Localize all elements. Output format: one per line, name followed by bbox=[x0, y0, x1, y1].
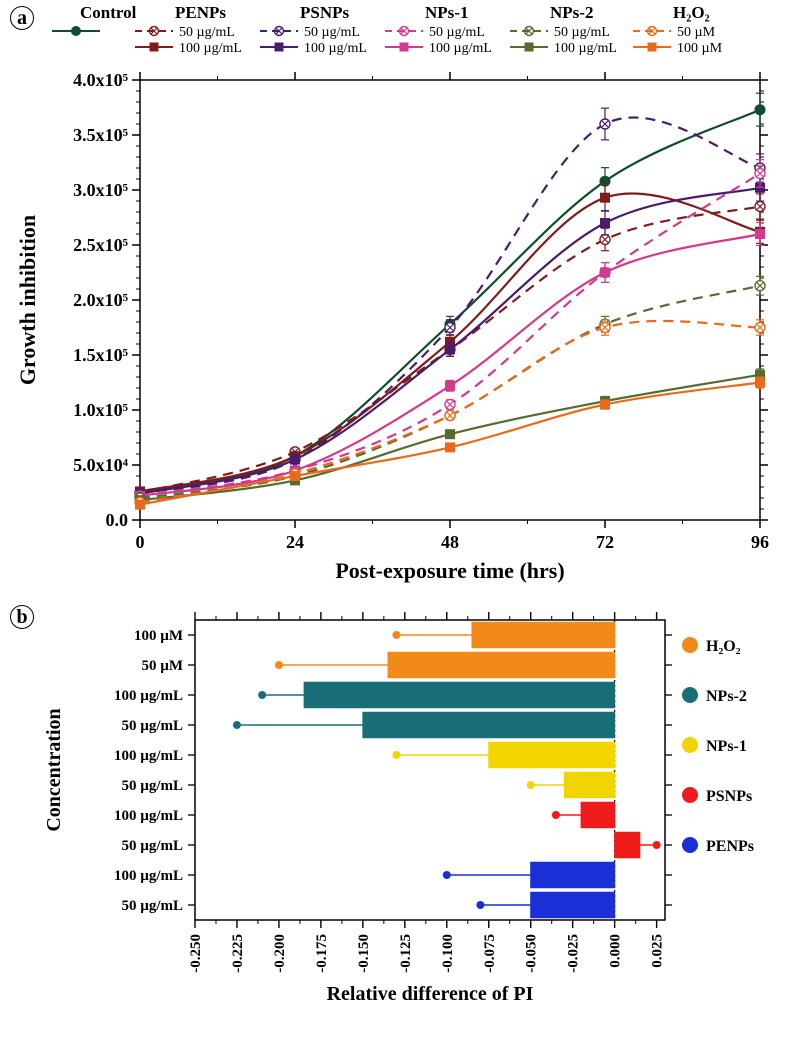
svg-text:-0.125: -0.125 bbox=[398, 934, 414, 973]
svg-text:100 µg/mL: 100 µg/mL bbox=[429, 41, 492, 56]
svg-text:4.0x10⁵: 4.0x10⁵ bbox=[73, 70, 129, 90]
svg-text:-0.100: -0.100 bbox=[440, 934, 456, 973]
svg-text:100 µM: 100 µM bbox=[134, 628, 183, 644]
svg-text:100 µg/mL: 100 µg/mL bbox=[114, 748, 183, 764]
svg-text:-0.225: -0.225 bbox=[230, 934, 246, 973]
svg-text:50 µg/mL: 50 µg/mL bbox=[121, 718, 183, 734]
svg-text:-0.075: -0.075 bbox=[482, 934, 498, 973]
panel-a-letter: a bbox=[17, 7, 27, 30]
svg-text:48: 48 bbox=[441, 532, 459, 552]
svg-text:100 µg/mL: 100 µg/mL bbox=[114, 808, 183, 824]
svg-text:0.0: 0.0 bbox=[106, 510, 129, 530]
svg-text:-0.025: -0.025 bbox=[566, 934, 582, 973]
svg-text:50 µg/mL: 50 µg/mL bbox=[554, 25, 610, 40]
panel-b-label: b bbox=[10, 605, 34, 629]
svg-text:72: 72 bbox=[596, 532, 614, 552]
svg-text:100 µg/mL: 100 µg/mL bbox=[179, 41, 242, 56]
svg-text:50 µM: 50 µM bbox=[677, 25, 716, 40]
svg-text:PSNPs: PSNPs bbox=[300, 3, 350, 22]
svg-text:5.0x10⁴: 5.0x10⁴ bbox=[73, 455, 129, 475]
svg-text:-0.200: -0.200 bbox=[272, 934, 288, 973]
svg-text:100 µg/mL: 100 µg/mL bbox=[304, 41, 367, 56]
svg-text:Growth inhibition: Growth inhibition bbox=[15, 215, 40, 385]
svg-text:100 µg/mL: 100 µg/mL bbox=[114, 868, 183, 884]
svg-text:96: 96 bbox=[751, 532, 769, 552]
svg-text:50 µg/mL: 50 µg/mL bbox=[429, 25, 485, 40]
svg-text:0.000: 0.000 bbox=[608, 934, 624, 968]
svg-text:100 µg/mL: 100 µg/mL bbox=[554, 41, 617, 56]
svg-text:3.5x10⁵: 3.5x10⁵ bbox=[73, 125, 129, 145]
svg-text:2.0x10⁵: 2.0x10⁵ bbox=[73, 290, 129, 310]
svg-text:NPs-2: NPs-2 bbox=[706, 688, 747, 705]
svg-text:-0.175: -0.175 bbox=[314, 934, 330, 973]
svg-text:0.025: 0.025 bbox=[650, 934, 666, 968]
svg-text:NPs-1: NPs-1 bbox=[425, 3, 468, 22]
svg-text:PENPs: PENPs bbox=[706, 838, 754, 855]
figure-svg: ControlPENPs50 µg/mL100 µg/mLPSNPs50 µg/… bbox=[0, 0, 797, 1040]
chart-b: -0.250 -0.225 -0.200 -0.175 -0.150 -0.125 -0.1… bbox=[43, 612, 754, 1005]
svg-text:50 µM: 50 µM bbox=[141, 658, 183, 674]
svg-text:NPs-2: NPs-2 bbox=[550, 3, 593, 22]
svg-text:H₂O₂: H₂O₂ bbox=[673, 3, 710, 22]
svg-text:PSNPs: PSNPs bbox=[706, 788, 752, 805]
svg-text:Control: Control bbox=[80, 3, 137, 22]
chart-a: 0.0 5.0x10⁴ 1.0x10⁵ 1.5x10⁵ 2.0x10⁵ 2.5x10⁵ 3.… bbox=[15, 70, 769, 583]
svg-text:Post-exposure time (hrs): Post-exposure time (hrs) bbox=[335, 558, 564, 583]
svg-text:24: 24 bbox=[286, 532, 304, 552]
svg-text:Concentration: Concentration bbox=[43, 708, 65, 831]
svg-text:3.0x10⁵: 3.0x10⁵ bbox=[73, 180, 129, 200]
svg-text:1.5x10⁵: 1.5x10⁵ bbox=[73, 345, 129, 365]
svg-text:100 µg/mL: 100 µg/mL bbox=[114, 688, 183, 704]
svg-text:50 µg/mL: 50 µg/mL bbox=[121, 838, 183, 854]
panel-b-letter: b bbox=[16, 606, 27, 629]
svg-text:50 µg/mL: 50 µg/mL bbox=[304, 25, 360, 40]
panel-a-label: a bbox=[10, 6, 34, 30]
svg-text:PENPs: PENPs bbox=[175, 3, 226, 22]
svg-text:H₂O₂: H₂O₂ bbox=[706, 638, 741, 655]
svg-text:50 µg/mL: 50 µg/mL bbox=[121, 898, 183, 914]
svg-text:100 µM: 100 µM bbox=[677, 41, 723, 56]
svg-text:Relative difference of PI: Relative difference of PI bbox=[327, 983, 534, 1005]
svg-text:2.5x10⁵: 2.5x10⁵ bbox=[73, 235, 129, 255]
svg-text:NPs-1: NPs-1 bbox=[706, 738, 747, 755]
svg-text:50 µg/mL: 50 µg/mL bbox=[179, 25, 235, 40]
svg-text:-0.050: -0.050 bbox=[524, 934, 540, 973]
svg-text:1.0x10⁵: 1.0x10⁵ bbox=[73, 400, 129, 420]
svg-text:-0.150: -0.150 bbox=[356, 934, 372, 973]
svg-text:-0.250: -0.250 bbox=[188, 934, 204, 973]
svg-text:50 µg/mL: 50 µg/mL bbox=[121, 778, 183, 794]
svg-text:0: 0 bbox=[136, 532, 145, 552]
